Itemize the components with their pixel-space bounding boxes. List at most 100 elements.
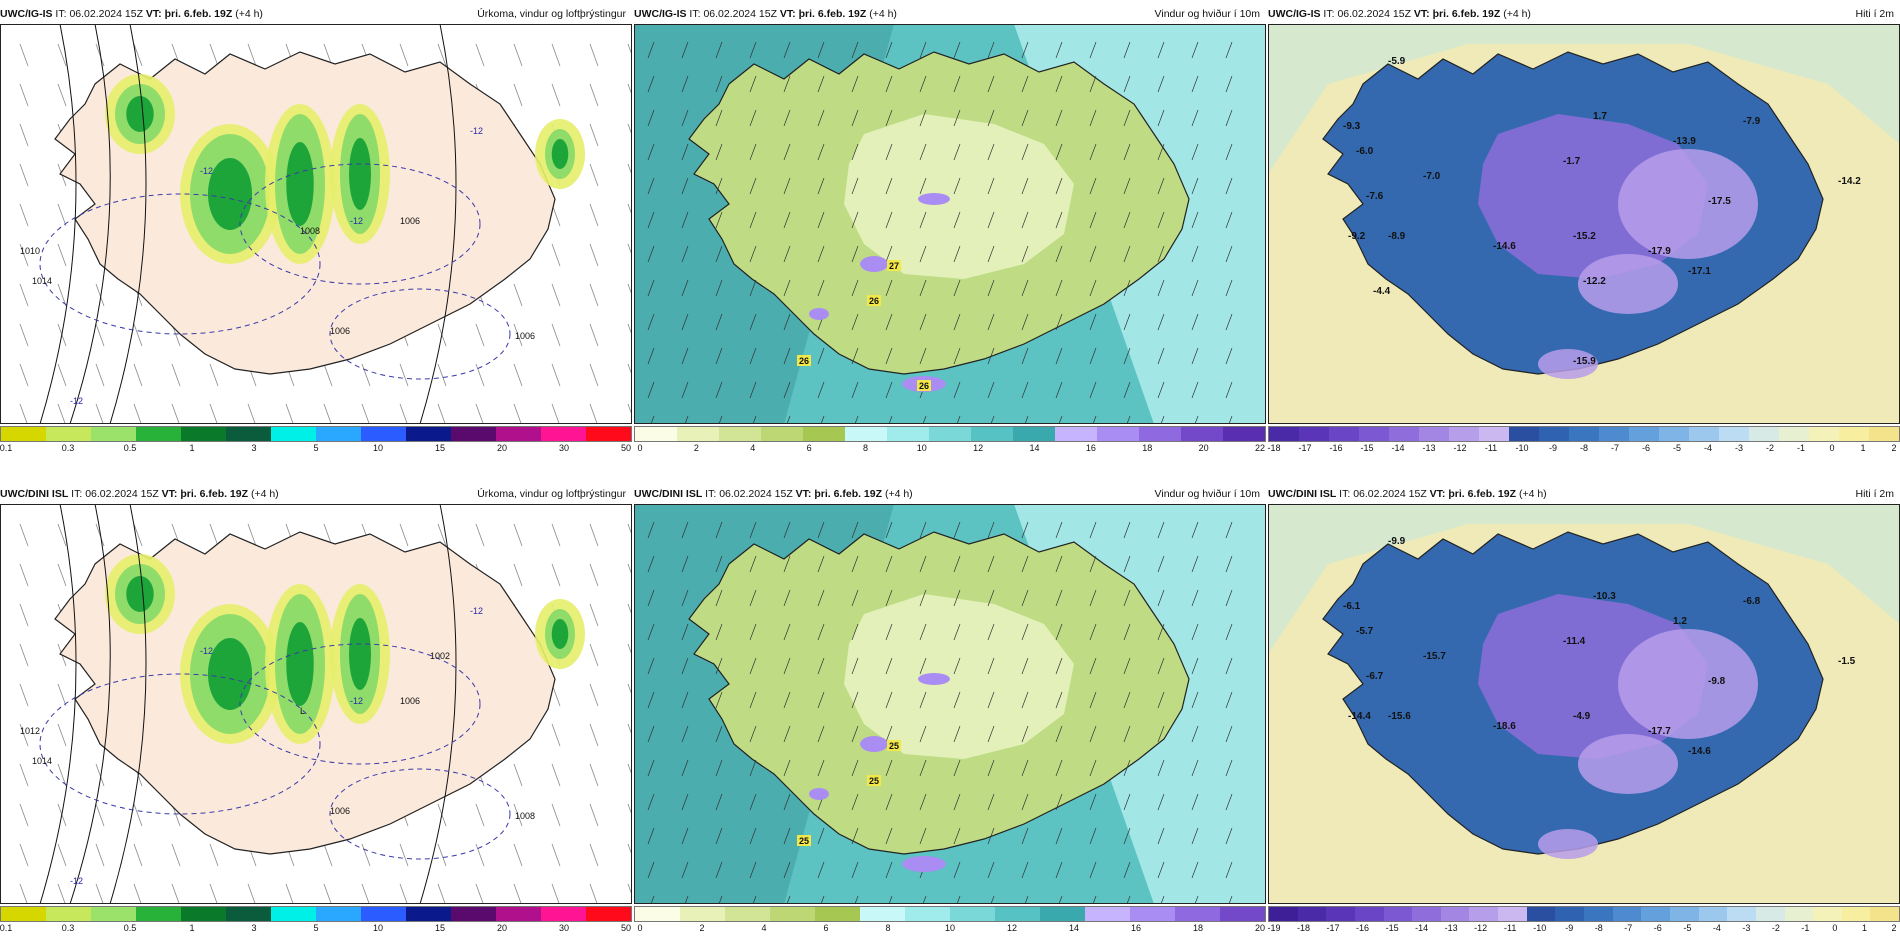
wind-arrow [987, 75, 995, 93]
wind-barb [551, 83, 561, 107]
wind-barb [589, 643, 599, 667]
wind-arrow [1225, 245, 1233, 263]
wind-arrow [1021, 827, 1029, 845]
init-time: 06.02.2024 15Z [1337, 8, 1411, 20]
precip-area [349, 618, 371, 690]
map-temp[interactable]: -5.9 -9.3 -6.0 1.7 -7.9 -13.9 -14.2 -7.6 -7.0 -1.… [1268, 24, 1900, 424]
wind-barb [513, 883, 522, 904]
map-label: -17.7 [1648, 726, 1671, 737]
wind-arrow [1191, 691, 1199, 709]
wind-barb [133, 323, 143, 347]
isobar [419, 504, 457, 904]
wind-arrow [1225, 177, 1233, 195]
panel-header: UWC/DINI ISL IT: 06.02.2024 15Z VT: þri.… [1268, 484, 1900, 504]
wind-arrow [953, 347, 961, 365]
legend-swatch [1584, 907, 1613, 921]
legend-swatch [541, 907, 586, 921]
wind-arrow [888, 895, 893, 904]
wind-arrow [1021, 793, 1029, 811]
legend-tick-label: 0 [1832, 923, 1838, 933]
map-precip[interactable]: 1006 1014 1012 -12 -12 -12 -12 1008 1006 L 1002 [0, 504, 632, 904]
map-wind[interactable]: 25 25 25 [634, 504, 1266, 904]
wind-arrow [1157, 623, 1165, 641]
wind-arrow [1225, 657, 1233, 675]
wind-arrow [749, 279, 757, 297]
map-label: 25 [799, 836, 809, 846]
wind-arrow [851, 177, 859, 195]
legend-swatch [929, 427, 971, 441]
wind-arrow [817, 623, 825, 641]
wind-arrow [783, 657, 791, 675]
legend-tick-label: 14 [1068, 923, 1080, 933]
wind-arrow [684, 415, 689, 424]
legend-swatch [226, 907, 271, 921]
map-precip[interactable]: 1006 1014 1010 -12 -12 -12 -12 1006 1006 1008 [0, 24, 632, 424]
wind-arrow [987, 623, 995, 641]
wind-arrow [783, 725, 791, 743]
legend-swatch [1, 427, 46, 441]
wind-barb [475, 523, 485, 547]
wind-arrow [715, 861, 723, 879]
legend-swatch [971, 427, 1013, 441]
wind-arrow [783, 759, 791, 777]
wind-arrow [953, 211, 961, 229]
wind-arrow [953, 555, 961, 573]
map-wind[interactable]: 27 26 26 26 [634, 24, 1266, 424]
wind-arrow [851, 827, 859, 845]
wind-arrow [885, 521, 893, 539]
wind-barb [19, 43, 29, 67]
wind-arrow [715, 827, 723, 845]
legend-swatch [1809, 427, 1839, 441]
legend-tick-label: 1 [189, 443, 195, 453]
legend-swatch [1841, 907, 1871, 921]
map-temp[interactable]: -9.9 -6.1 -5.7 -10.3 -6.8 1.2 -1.5 -6.7 -15.7 -11… [1268, 504, 1900, 904]
wind-arrow [1055, 75, 1063, 93]
legend-tick-label: 0 [637, 443, 643, 453]
panel-header: UWC/DINI ISL IT: 06.02.2024 15Z VT: þri.… [0, 484, 632, 504]
wind-arrow [1191, 759, 1199, 777]
wind-arrow [715, 657, 723, 675]
wind-arrow [681, 759, 689, 777]
wind-barb [589, 43, 599, 67]
color-legend: 0 2 4 6 8 10 12 14 16 18 20 22 [634, 426, 1266, 460]
wind-arrow [1021, 521, 1029, 539]
init-time: 06.02.2024 15Z [703, 8, 777, 20]
wind-barb [551, 323, 561, 347]
wind-arrow [681, 177, 689, 195]
wind-arrow [749, 861, 757, 879]
wind-barb [247, 523, 257, 547]
wind-arrow [1089, 793, 1097, 811]
legend-swatch [46, 427, 91, 441]
isobar [39, 24, 77, 424]
gust-area [809, 788, 829, 800]
map-label: -7.0 [1423, 171, 1441, 182]
legend-tick-label: 2 [699, 923, 705, 933]
wind-arrow [919, 827, 927, 845]
isobar [109, 24, 147, 424]
wind-arrow [987, 691, 995, 709]
wind-arrow [647, 245, 655, 263]
model-label: UWC/DINI ISL [1268, 488, 1337, 500]
wind-arrow [1055, 313, 1063, 331]
legend-ticks: -19 -18 -17 -16 -15 -14 -13 -12 -11 -10 -9 -8 -7 -6 -5… [1267, 923, 1900, 937]
legend-tick-label: -12 [1453, 443, 1467, 453]
legend-tick-label: 30 [558, 443, 570, 453]
map-label: -12 [470, 606, 483, 616]
wind-arrow [817, 245, 825, 263]
wind-arrow [1225, 725, 1233, 743]
legend-tick-label: -14 [1391, 443, 1405, 453]
wind-barb [589, 123, 599, 147]
vt-label: VT: [145, 8, 162, 20]
gust-badge [797, 835, 811, 846]
map-label: -12 [70, 396, 83, 406]
wind-barb [19, 603, 29, 627]
wind-arrow [1055, 793, 1063, 811]
map-label: -6.1 [1343, 601, 1361, 612]
map-label: 26 [869, 296, 879, 306]
wind-arrow [919, 279, 927, 297]
wind-arrow [987, 143, 995, 161]
wind-barb [627, 243, 632, 257]
interior-field [844, 114, 1074, 279]
wind-arrow [1055, 725, 1063, 743]
product-title: Úrkoma, vindur og loftþrýstingur [477, 488, 626, 500]
